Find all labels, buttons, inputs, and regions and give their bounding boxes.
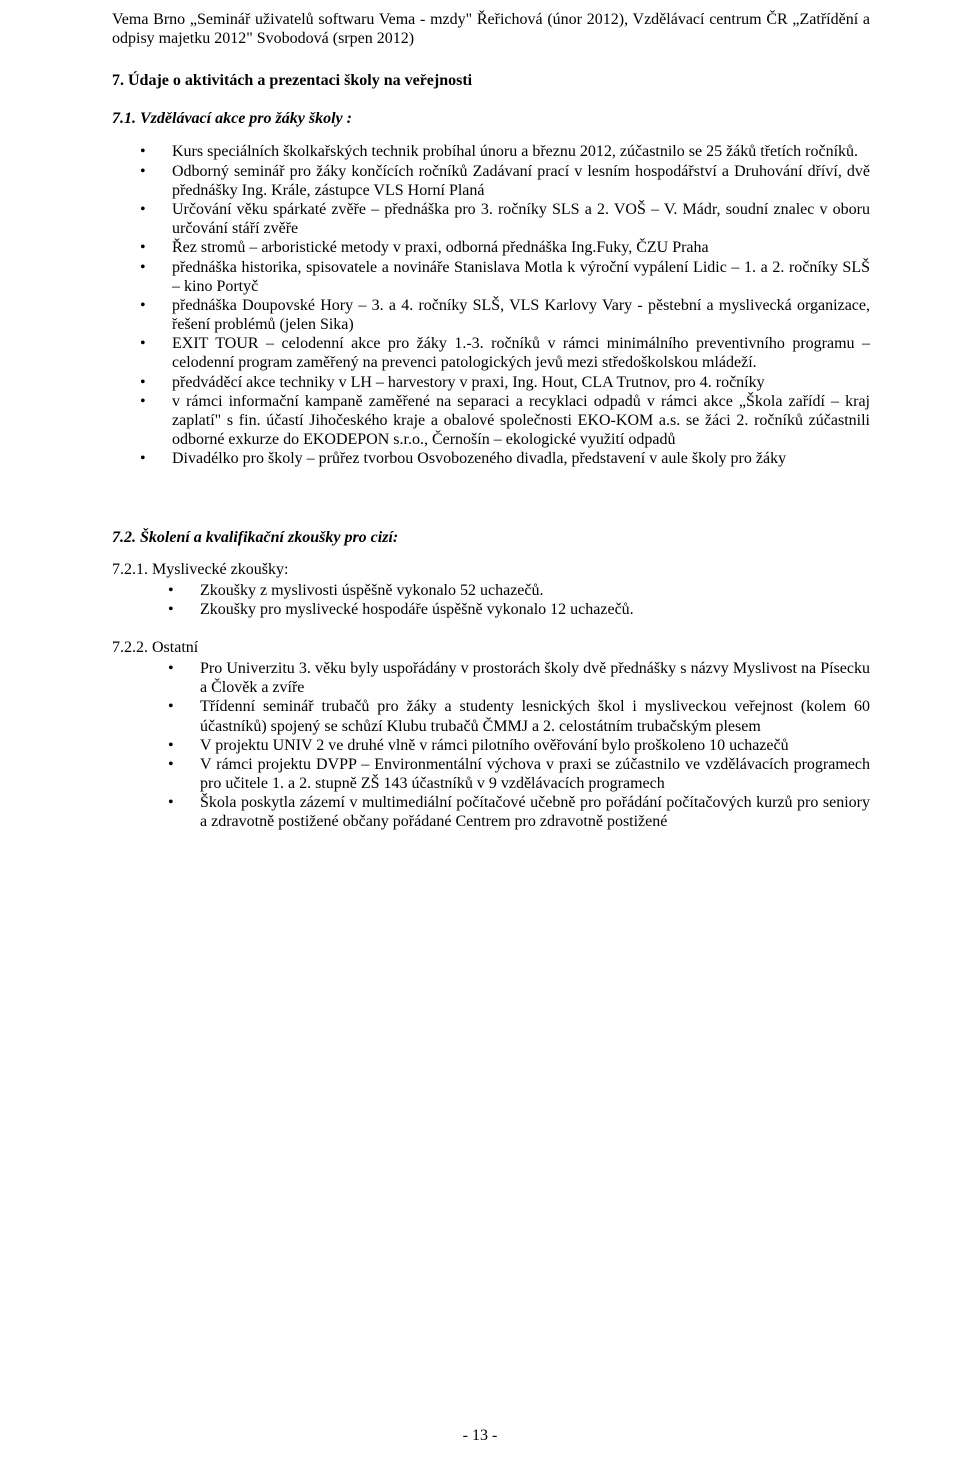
list-item: Zkoušky pro myslivecké hospodáře úspěšně… <box>168 600 870 619</box>
section-7-2-2-list: Pro Univerzitu 3. věku byly uspořádány v… <box>112 659 870 832</box>
list-item: Zkoušky z myslivosti úspěšně vykonalo 52… <box>168 581 870 600</box>
section-7-title: 7. Údaje o aktivitách a prezentaci školy… <box>112 72 870 90</box>
list-item: Určování věku spárkaté zvěře – přednáška… <box>140 200 870 238</box>
list-item: předváděcí akce techniky v LH – harvesto… <box>140 373 870 392</box>
list-item: Třídenní seminář trubačů pro žáky a stud… <box>168 697 870 735</box>
section-7-2-1-list: Zkoušky z myslivosti úspěšně vykonalo 52… <box>112 581 870 619</box>
list-item: Pro Univerzitu 3. věku byly uspořádány v… <box>168 659 870 697</box>
list-item: přednáška historika, spisovatele a novin… <box>140 258 870 296</box>
section-7-2-2-title: 7.2.2. Ostatní <box>112 639 870 657</box>
section-7-2-title: 7.2. Školení a kvalifikační zkoušky pro … <box>112 529 870 547</box>
list-item: Odborný seminář pro žáky končících roční… <box>140 162 870 200</box>
list-item: Řez stromů – arboristické metody v praxi… <box>140 238 870 257</box>
list-item: přednáška Doupovské Hory – 3. a 4. roční… <box>140 296 870 334</box>
document-page: Vema Brno „Seminář uživatelů softwaru Ve… <box>0 0 960 1465</box>
list-item: EXIT TOUR – celodenní akce pro žáky 1.-3… <box>140 334 870 372</box>
section-7-2-1-title: 7.2.1. Myslivecké zkoušky: <box>112 561 870 579</box>
section-7-1-title: 7.1. Vzdělávací akce pro žáky školy : <box>112 110 870 128</box>
list-item: V rámci projektu DVPP – Environmentální … <box>168 755 870 793</box>
list-item: v rámci informační kampaně zaměřené na s… <box>140 392 870 450</box>
section-7-1-list: Kurs speciálních školkařských technik pr… <box>112 142 870 468</box>
list-item: Kurs speciálních školkařských technik pr… <box>140 142 870 161</box>
list-item: Škola poskytla zázemí v multimediální po… <box>168 793 870 831</box>
page-number: - 13 - <box>0 1427 960 1445</box>
list-item: V projektu UNIV 2 ve druhé vlně v rámci … <box>168 736 870 755</box>
list-item: Divadélko pro školy – průřez tvorbou Osv… <box>140 449 870 468</box>
intro-paragraph: Vema Brno „Seminář uživatelů softwaru Ve… <box>112 10 870 48</box>
